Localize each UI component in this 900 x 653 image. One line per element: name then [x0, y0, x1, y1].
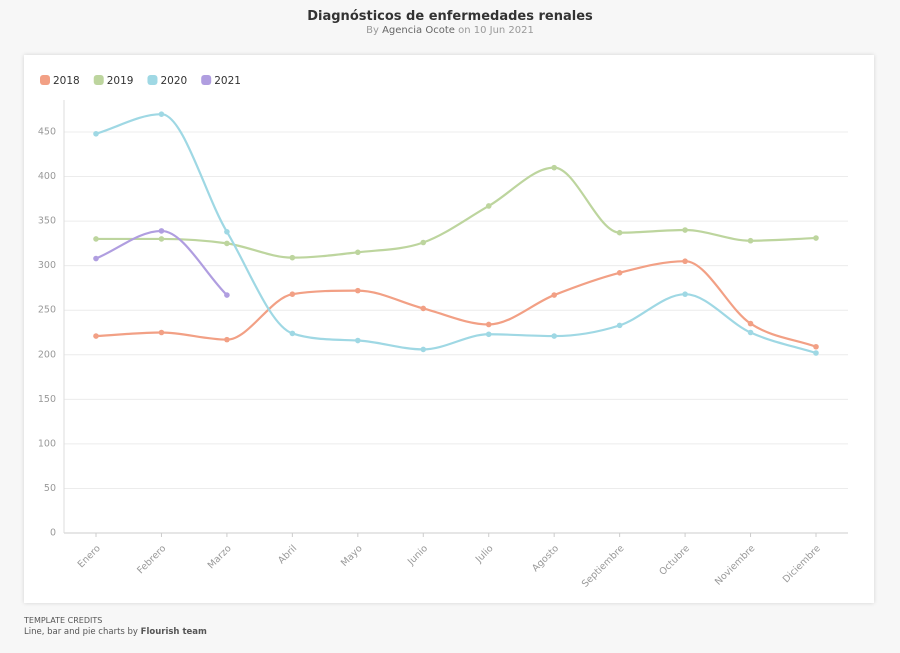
- legend-swatch: [40, 75, 50, 85]
- chart-card: [24, 55, 874, 603]
- data-point: [420, 346, 427, 353]
- data-point: [616, 229, 623, 236]
- data-point: [813, 343, 819, 350]
- x-tick-label: Junio: [405, 543, 430, 568]
- data-point: [355, 337, 361, 344]
- series-line: [95, 113, 817, 355]
- data-point: [616, 269, 623, 276]
- data-point: [485, 203, 492, 209]
- x-tick-label: Enero: [76, 543, 103, 570]
- x-tick-label: Agosto: [530, 543, 561, 574]
- credits-heading: TEMPLATE CREDITS: [24, 616, 103, 625]
- data-point: [747, 237, 754, 244]
- x-tick-label: Marzo: [206, 543, 234, 571]
- data-point: [485, 321, 492, 328]
- series-line: [95, 166, 817, 259]
- data-point: [158, 329, 165, 336]
- legend-label: 2018: [53, 75, 80, 87]
- subtitle-prefix: By: [366, 25, 379, 36]
- credits: Line, bar and pie charts by Flourish tea…: [24, 627, 207, 637]
- data-point: [355, 249, 361, 256]
- x-tick-label: Abril: [276, 543, 299, 566]
- data-point: [682, 291, 688, 297]
- x-tick-label: Septiembre: [580, 543, 627, 590]
- data-point: [289, 291, 296, 297]
- y-tick-label: 200: [38, 349, 56, 360]
- legend-label: 2021: [214, 75, 241, 87]
- data-point: [224, 240, 230, 247]
- data-point: [224, 336, 230, 343]
- data-point: [289, 254, 296, 261]
- data-point: [93, 236, 99, 242]
- data-point: [420, 305, 427, 312]
- data-point: [616, 322, 623, 329]
- data-point: [224, 229, 230, 235]
- data-point: [93, 333, 99, 339]
- x-tick-label: Febrero: [135, 543, 168, 576]
- subtitle-author[interactable]: Agencia Ocote: [382, 25, 455, 36]
- y-tick-label: 300: [38, 260, 56, 271]
- data-point: [747, 320, 754, 327]
- data-point: [93, 130, 99, 137]
- title: Diagnósticos de enfermedades renales: [307, 9, 593, 24]
- data-point: [355, 287, 361, 294]
- data-point: [289, 330, 296, 337]
- y-tick-label: 50: [44, 483, 56, 494]
- credits-text: Line, bar and pie charts by: [24, 627, 138, 637]
- data-point: [682, 227, 688, 233]
- x-tick-label: Julio: [473, 543, 496, 566]
- data-point: [682, 258, 688, 265]
- y-tick-label: 250: [38, 305, 56, 316]
- data-point: [551, 164, 557, 171]
- x-tick-label: Noviembre: [713, 543, 758, 588]
- legend-label: 2019: [107, 75, 134, 87]
- data-point: [420, 239, 427, 246]
- subtitle-date: on 10 Jun 2021: [458, 25, 534, 36]
- legend-swatch: [147, 75, 158, 85]
- y-tick-label: 400: [38, 171, 56, 182]
- y-tick-label: 150: [38, 394, 56, 405]
- x-tick-label: Mayo: [339, 543, 365, 569]
- y-tick-label: 0: [50, 528, 56, 539]
- x-tick-label: Octubre: [657, 543, 692, 578]
- data-point: [747, 329, 754, 336]
- y-tick-label: 350: [38, 216, 56, 227]
- legend-swatch: [201, 75, 212, 85]
- data-point: [224, 292, 230, 298]
- data-point: [158, 228, 165, 234]
- legend-label: 2020: [160, 75, 187, 87]
- data-point: [158, 236, 165, 242]
- data-point: [813, 235, 819, 241]
- data-point: [551, 333, 557, 339]
- legend-swatch: [93, 75, 104, 85]
- data-point: [813, 350, 819, 356]
- data-point: [158, 111, 165, 117]
- y-tick-label: 100: [38, 438, 56, 449]
- data-point: [485, 331, 492, 338]
- y-tick-label: 450: [38, 127, 56, 138]
- data-point: [551, 292, 557, 298]
- subtitle: By Agencia Ocote on 10 Jun 2021: [0, 25, 900, 36]
- x-tick-label: Diciembre: [781, 543, 823, 585]
- credits-author[interactable]: Flourish team: [140, 627, 207, 637]
- data-point: [93, 255, 99, 262]
